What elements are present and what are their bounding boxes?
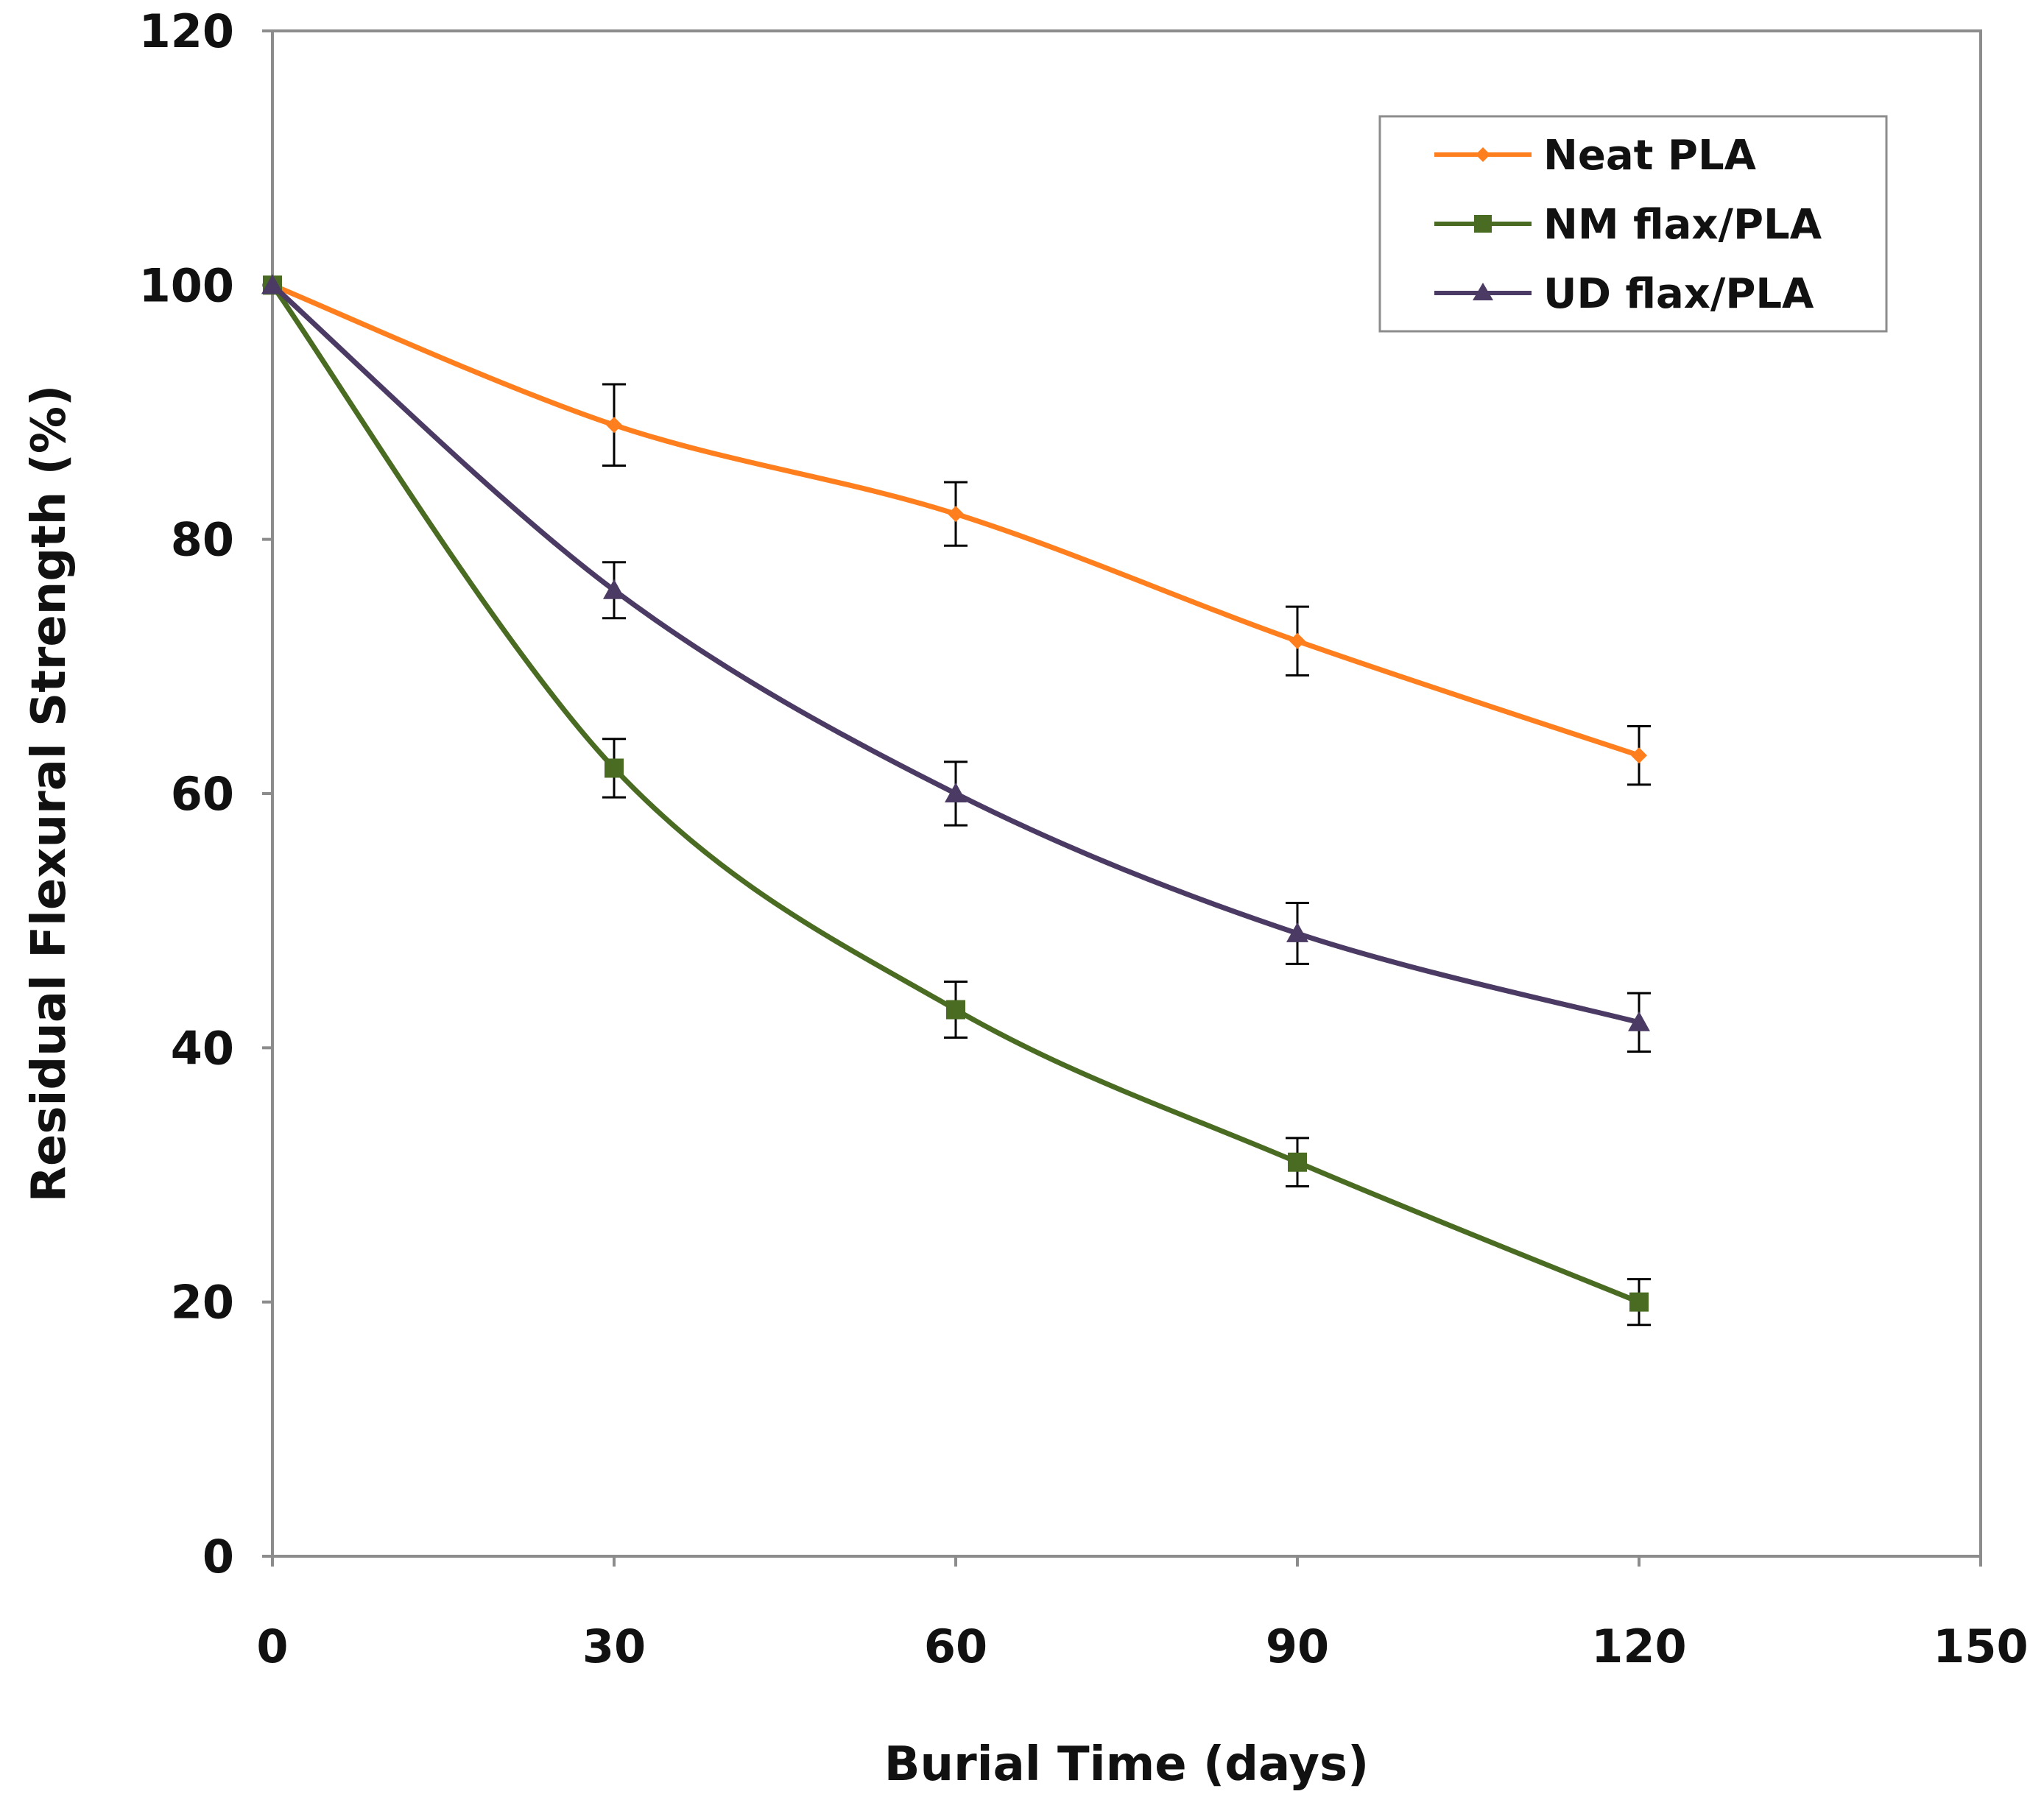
series-nm-flax-pla	[263, 275, 1651, 1327]
data-point-nm-flax-pla	[605, 758, 624, 778]
y-tick-label: 100	[139, 258, 234, 312]
y-tick-label: 80	[171, 513, 234, 567]
series-layer	[261, 274, 1651, 1327]
y-tick-label: 40	[171, 1021, 234, 1075]
legend-marker-nm-flax-pla	[1474, 215, 1492, 233]
y-tick-label: 20	[171, 1276, 234, 1329]
data-point-nm-flax-pla	[946, 1000, 965, 1020]
x-tick-label: 120	[1591, 1620, 1686, 1673]
legend: Neat PLA NM flax/PLA UD flax/PLA	[1378, 115, 1888, 333]
x-tick-label: 30	[582, 1620, 646, 1673]
series-line-nm-flax-pla	[270, 283, 1641, 1304]
legend-entry-nm-flax-pla: NM flax/PLA	[1434, 201, 1822, 249]
legend-label-ud-flax-pla: UD flax/PLA	[1543, 270, 1814, 318]
y-tick-labels: 0 20 40 60 80 100 120	[139, 4, 234, 1583]
x-tick-label: 150	[1933, 1620, 2028, 1673]
y-tick-label: 0	[202, 1530, 234, 1583]
data-point-nm-flax-pla	[1288, 1152, 1307, 1172]
legend-label-nm-flax-pla: NM flax/PLA	[1543, 201, 1822, 249]
legend-label-neat-pla: Neat PLA	[1543, 132, 1757, 180]
x-tick-label: 0	[256, 1620, 288, 1673]
x-axis-title: Burial Time (days)	[884, 1737, 1370, 1792]
data-point-neat-pla	[1631, 747, 1647, 764]
x-tick-label: 90	[1266, 1620, 1329, 1673]
data-point-ud-flax-pla	[1628, 1011, 1650, 1031]
data-point-nm-flax-pla	[1629, 1292, 1649, 1312]
series-line-ud-flax-pla	[270, 283, 1640, 1025]
data-point-neat-pla	[1289, 632, 1305, 649]
legend-marker-ud-flax-pla	[1473, 283, 1493, 300]
data-point-ud-flax-pla	[945, 783, 967, 802]
series-ud-flax-pla	[261, 274, 1651, 1053]
data-point-ud-flax-pla	[1286, 922, 1308, 942]
y-axis-title: Residual Flexural Strength (%)	[22, 385, 77, 1202]
legend-marker-neat-pla	[1476, 147, 1490, 162]
y-tick-label: 60	[171, 767, 234, 821]
data-point-neat-pla	[948, 506, 964, 523]
data-point-ud-flax-pla	[261, 274, 283, 294]
data-point-ud-flax-pla	[603, 579, 625, 599]
x-tick-label: 60	[924, 1620, 987, 1673]
y-tick-label: 120	[139, 4, 234, 58]
data-point-neat-pla	[606, 417, 622, 434]
legend-entry-neat-pla: Neat PLA	[1434, 132, 1757, 180]
legend-entry-ud-flax-pla: UD flax/PLA	[1434, 270, 1814, 318]
x-tick-labels: 0 30 60 90 120 150	[256, 1620, 2028, 1673]
